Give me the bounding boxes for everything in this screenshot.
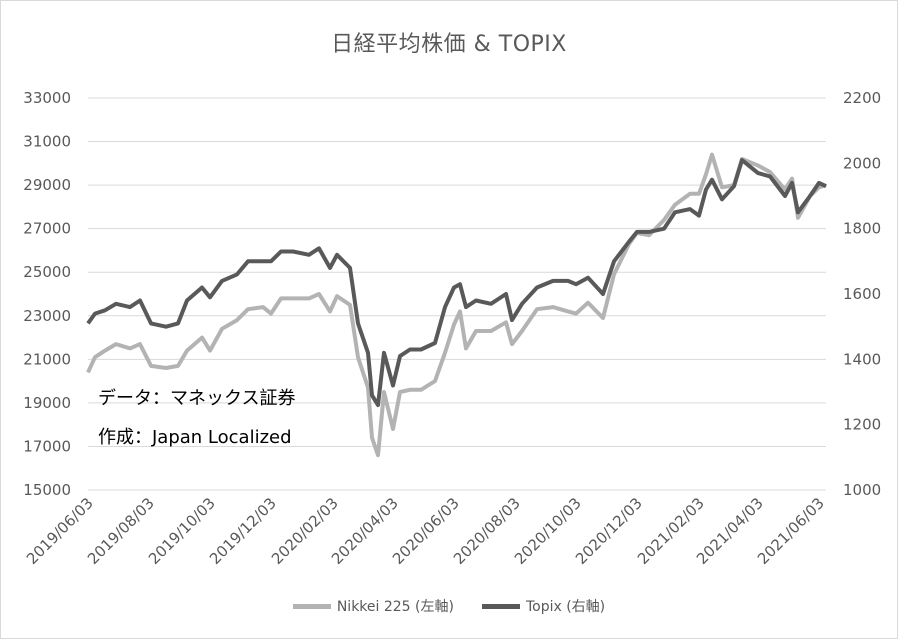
y-left-tick-label: 23000 [23,307,71,325]
series-line-nikkei [86,152,827,458]
legend-label-nikkei: Nikkei 225 (左軸) [336,599,454,615]
author-annotation: 作成：Japan Localized [98,427,292,448]
y-left-tick-label: 17000 [23,437,71,455]
y-left-tick-label: 25000 [23,263,71,281]
legend-item-nikkei: Nikkei 225 (左軸) [292,596,454,616]
y-right-tick-label: 1200 [843,416,881,434]
y-right-tick-label: 2000 [843,154,881,172]
y-right-tick-label: 1800 [843,220,881,238]
grid-layer [88,97,826,491]
y-right-tick-label: 1600 [843,285,881,303]
y-left-tick-label: 29000 [23,176,71,194]
series-layer [86,152,827,458]
y-left-tick-label: 33000 [23,89,71,107]
y-left-tick-label: 15000 [23,481,71,499]
y-left-tick-label: 19000 [23,394,71,412]
legend: Nikkei 225 (左軸) Topix (右軸) [0,596,898,616]
series-line-topix [86,158,827,408]
y-right-tick-label: 1000 [843,481,881,499]
legend-swatch-topix [481,603,520,609]
y-left-tick-label: 31000 [23,133,71,151]
legend-item-topix: Topix (右軸) [481,596,606,616]
right-axis: 1000 1200 1400 1600 1800 2000 2200 [843,89,881,499]
left-axis: 15000 17000 19000 21000 23000 25000 27000 29000… [23,89,71,499]
y-right-tick-label: 2200 [843,89,881,107]
y-left-tick-label: 27000 [23,220,71,238]
data-source-annotation: データ：マネックス証券 [98,388,296,409]
legend-swatch-nikkei [292,603,331,609]
x-axis: 2019/06/032019/08/032019/10/032019/12/03… [23,494,828,568]
y-left-tick-label: 21000 [23,350,71,368]
y-right-tick-label: 1400 [843,350,881,368]
legend-label-topix: Topix (右軸) [525,599,606,615]
chart-title: 日経平均株価 & TOPIX [331,32,567,57]
